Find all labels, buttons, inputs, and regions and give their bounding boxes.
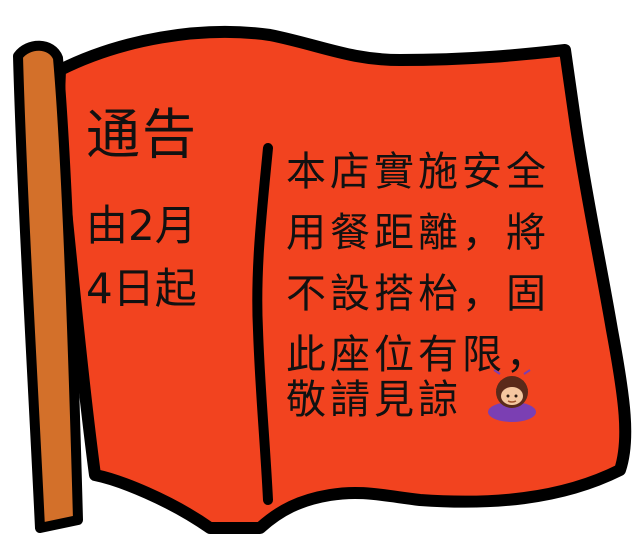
notice-date-line1: 由2月 <box>86 201 197 250</box>
notice-title: 通告 <box>86 103 198 166</box>
notice-body-line: 用餐距離，將 <box>286 210 550 256</box>
notice-date-line2: 4日起 <box>86 264 197 313</box>
notice-body-line: 不設搭枱，固 <box>286 271 550 317</box>
person-bowing-icon <box>488 369 536 422</box>
notice-body-line: 敬請見諒 <box>286 377 462 423</box>
flag-fold-line <box>252 143 273 505</box>
flag-cloth <box>53 25 632 534</box>
notice-body-line: 此座位有限， <box>286 332 550 378</box>
notice-body-line: 本店實施安全 <box>286 149 550 195</box>
flag-pole <box>13 40 83 533</box>
